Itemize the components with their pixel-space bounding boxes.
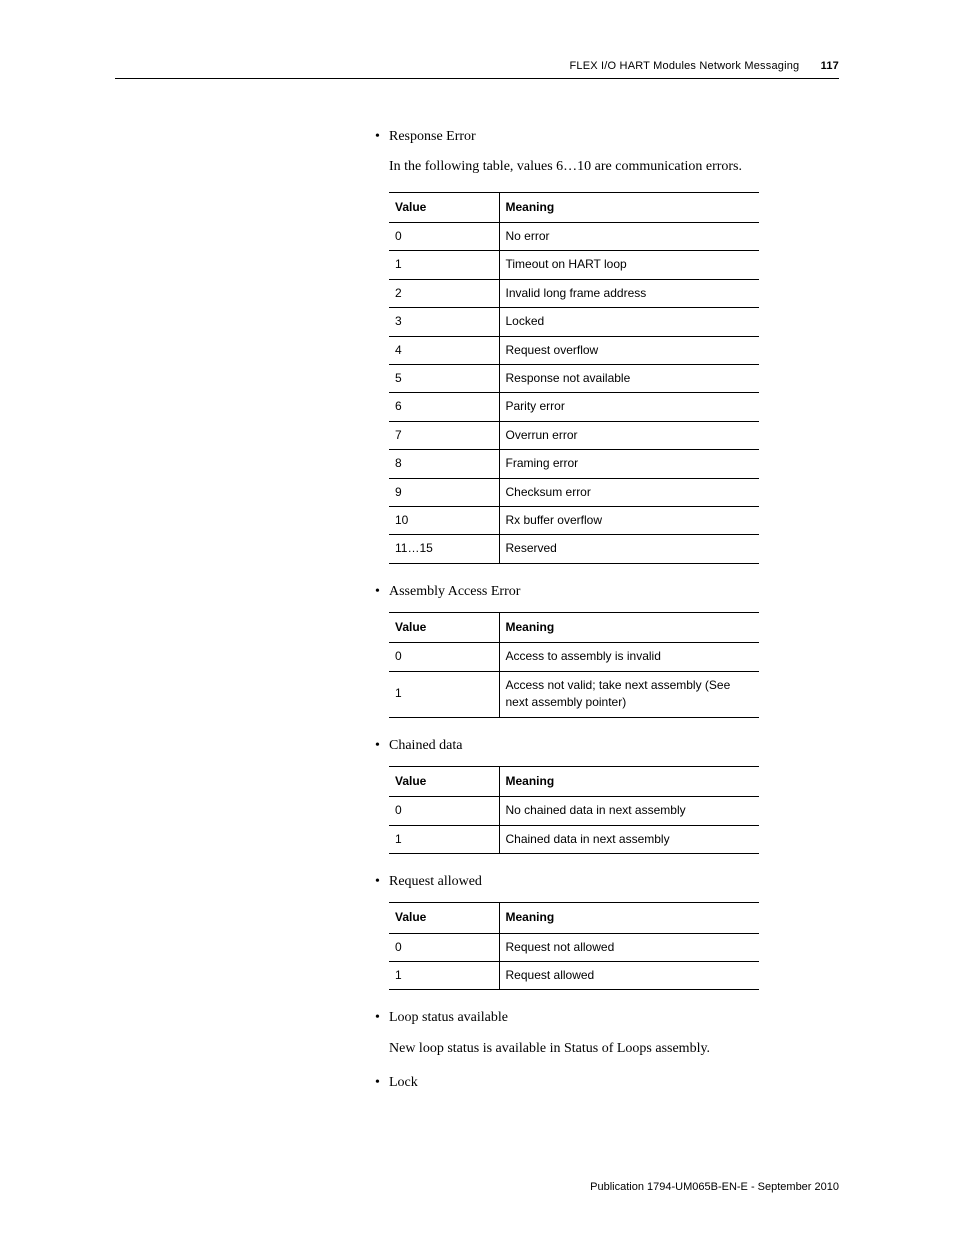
section-chained-data: • Chained data Value Meaning 0No chained… [375, 736, 765, 854]
table-row: 8Framing error [389, 450, 759, 478]
table-row: 6Parity error [389, 393, 759, 421]
bullet-icon: • [375, 1008, 389, 1028]
table-cell: 9 [389, 478, 499, 506]
bullet-line: • Response Error [375, 127, 765, 147]
section-request-allowed: • Request allowed Value Meaning 0Request… [375, 872, 765, 990]
table-row: 1Request allowed [389, 962, 759, 990]
bullet-text: Chained data [389, 736, 462, 756]
table-cell: 4 [389, 336, 499, 364]
bullet-text: Request allowed [389, 872, 482, 892]
table-cell: 0 [389, 222, 499, 250]
page: FLEX I/O HART Modules Network Messaging … [0, 0, 954, 1235]
bullet-icon: • [375, 736, 389, 756]
table-row: 11…15Reserved [389, 535, 759, 563]
table-chained-data: Value Meaning 0No chained data in next a… [389, 766, 759, 854]
table-assembly-access-error: Value Meaning 0Access to assembly is inv… [389, 612, 759, 718]
table-response-error: Value Meaning 0No error 1Timeout on HART… [389, 192, 759, 564]
table-row: 0No chained data in next assembly [389, 797, 759, 825]
table-cell: Response not available [499, 364, 759, 392]
table-cell: 11…15 [389, 535, 499, 563]
table-cell: Request overflow [499, 336, 759, 364]
table-row: 1Timeout on HART loop [389, 251, 759, 279]
table-row: 2Invalid long frame address [389, 279, 759, 307]
bullet-text: Loop status available [389, 1008, 508, 1028]
table-cell: 1 [389, 825, 499, 853]
table-cell: 0 [389, 797, 499, 825]
table-row: 4Request overflow [389, 336, 759, 364]
table-cell: 5 [389, 364, 499, 392]
table-cell: 8 [389, 450, 499, 478]
table-cell: Timeout on HART loop [499, 251, 759, 279]
table-cell: No error [499, 222, 759, 250]
table-row: 1Access not valid; take next assembly (S… [389, 671, 759, 717]
section-assembly-access-error: • Assembly Access Error Value Meaning 0A… [375, 582, 765, 718]
bullet-icon: • [375, 1073, 389, 1093]
table-cell: Chained data in next assembly [499, 825, 759, 853]
table-row: 5Response not available [389, 364, 759, 392]
table-cell: 1 [389, 962, 499, 990]
table-cell: Reserved [499, 535, 759, 563]
table-cell: 0 [389, 933, 499, 961]
bullet-text: Response Error [389, 127, 476, 147]
table-cell: 3 [389, 308, 499, 336]
bullet-line: • Lock [375, 1073, 765, 1093]
section-loop-status: • Loop status available New loop status … [375, 1008, 765, 1059]
bullet-icon: • [375, 127, 389, 147]
table-cell: Parity error [499, 393, 759, 421]
table-header-cell: Value [389, 192, 499, 222]
table-row: 1Chained data in next assembly [389, 825, 759, 853]
table-row: 0Access to assembly is invalid [389, 643, 759, 671]
table-cell: Locked [499, 308, 759, 336]
table-cell: 7 [389, 421, 499, 449]
section-paragraph: New loop status is available in Status o… [389, 1039, 765, 1059]
section-paragraph: In the following table, values 6…10 are … [389, 157, 765, 177]
table-row: 3Locked [389, 308, 759, 336]
table-cell: Framing error [499, 450, 759, 478]
bullet-text: Assembly Access Error [389, 582, 520, 602]
table-cell: Request allowed [499, 962, 759, 990]
bullet-line: • Assembly Access Error [375, 582, 765, 602]
table-header-cell: Value [389, 903, 499, 933]
table-cell: 10 [389, 506, 499, 534]
table-cell: 0 [389, 643, 499, 671]
table-cell: Access not valid; take next assembly (Se… [499, 671, 759, 717]
table-cell: Overrun error [499, 421, 759, 449]
table-row: 0Request not allowed [389, 933, 759, 961]
table-row: 9Checksum error [389, 478, 759, 506]
table-cell: Checksum error [499, 478, 759, 506]
table-cell: 6 [389, 393, 499, 421]
table-cell: Invalid long frame address [499, 279, 759, 307]
bullet-line: • Loop status available [375, 1008, 765, 1028]
table-header-cell: Meaning [499, 903, 759, 933]
table-header-cell: Meaning [499, 192, 759, 222]
table-header-cell: Meaning [499, 766, 759, 796]
running-header: FLEX I/O HART Modules Network Messaging … [115, 60, 839, 72]
table-header-cell: Value [389, 766, 499, 796]
table-row: 0No error [389, 222, 759, 250]
table-header-cell: Meaning [499, 612, 759, 642]
header-title: FLEX I/O HART Modules Network Messaging [569, 60, 799, 72]
table-cell: 2 [389, 279, 499, 307]
table-row: 7Overrun error [389, 421, 759, 449]
page-number: 117 [821, 60, 839, 72]
bullet-line: • Request allowed [375, 872, 765, 892]
bullet-icon: • [375, 872, 389, 892]
bullet-line: • Chained data [375, 736, 765, 756]
table-cell: 1 [389, 671, 499, 717]
table-cell: Access to assembly is invalid [499, 643, 759, 671]
header-rule [115, 78, 839, 79]
table-cell: 1 [389, 251, 499, 279]
table-cell: Rx buffer overflow [499, 506, 759, 534]
bullet-text: Lock [389, 1073, 418, 1093]
footer-publication: Publication 1794-UM065B-EN-E - September… [590, 1181, 839, 1193]
bullet-icon: • [375, 582, 389, 602]
table-row: 10Rx buffer overflow [389, 506, 759, 534]
table-header-cell: Value [389, 612, 499, 642]
table-request-allowed: Value Meaning 0Request not allowed 1Requ… [389, 902, 759, 990]
content-column: • Response Error In the following table,… [375, 127, 765, 1093]
section-lock: • Lock [375, 1073, 765, 1093]
table-cell: No chained data in next assembly [499, 797, 759, 825]
section-response-error: • Response Error In the following table,… [375, 127, 765, 564]
table-cell: Request not allowed [499, 933, 759, 961]
